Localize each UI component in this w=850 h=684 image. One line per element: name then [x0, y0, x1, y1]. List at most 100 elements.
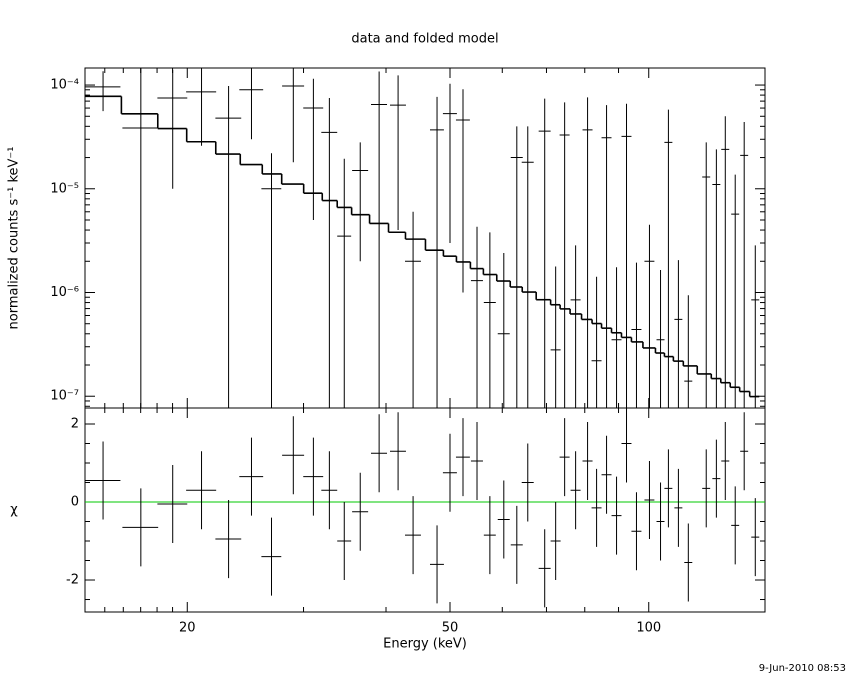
data-point	[390, 75, 406, 231]
y-tick-label: 10⁻⁵	[50, 181, 79, 196]
residual-point	[674, 468, 683, 547]
y-axis-label: normalized counts s⁻¹ keV⁻¹	[7, 147, 22, 330]
residual-point	[337, 502, 352, 581]
x-tick-label: 20	[179, 621, 196, 636]
data-point	[282, 68, 305, 163]
residual-point	[215, 500, 242, 579]
data-point	[122, 68, 159, 408]
data-point	[497, 253, 510, 408]
residual-point	[550, 502, 561, 581]
data-point	[303, 78, 324, 220]
y-tick-label: 10⁻⁴	[50, 78, 79, 93]
data-point	[591, 276, 602, 408]
data-point	[751, 245, 760, 408]
residual-point	[740, 412, 749, 491]
residual-point	[751, 498, 760, 577]
residual-point	[371, 414, 388, 493]
residual-point	[538, 529, 551, 608]
residual-point	[601, 435, 612, 514]
residual-point	[470, 422, 483, 501]
data-point	[538, 98, 551, 408]
residual-point	[510, 505, 523, 584]
data-point	[455, 89, 470, 293]
data-point	[352, 142, 369, 262]
x-tick-label: 100	[636, 621, 661, 636]
data-point	[429, 96, 444, 408]
data-point	[582, 97, 593, 408]
data-point	[510, 126, 523, 408]
data-point	[85, 71, 121, 112]
data-point	[550, 266, 561, 408]
residual-point	[591, 468, 602, 547]
data-point	[621, 103, 632, 408]
residual-point	[282, 416, 305, 495]
residual-point	[611, 476, 622, 555]
residual-point	[570, 451, 581, 530]
data-point	[601, 105, 612, 408]
data-point	[656, 269, 665, 408]
data-point	[186, 68, 217, 146]
data-point	[664, 109, 673, 408]
data-point	[740, 122, 749, 408]
data-point	[570, 245, 581, 408]
data-point	[702, 142, 711, 408]
x-axis-label: Energy (keV)	[383, 637, 467, 652]
data-point	[239, 68, 264, 140]
data-point	[631, 262, 642, 408]
data-point	[371, 71, 388, 408]
residual-point	[455, 418, 470, 497]
data-point	[611, 267, 622, 408]
residual-point	[712, 439, 721, 518]
residual-point	[656, 482, 665, 561]
residual-axis-label: χ	[10, 503, 18, 518]
y-tick-label: 0	[71, 495, 79, 510]
data-point	[674, 260, 683, 408]
residual-point	[644, 461, 655, 540]
residual-point	[321, 451, 338, 530]
data-point	[261, 153, 282, 408]
data-point	[731, 174, 740, 408]
residual-point	[497, 480, 510, 559]
data-point	[215, 85, 242, 408]
data-point	[521, 126, 534, 408]
data-point	[442, 83, 457, 244]
data-point	[483, 232, 496, 408]
residual-point	[85, 441, 121, 520]
upper-frame	[84, 67, 766, 409]
residual-point	[352, 472, 369, 551]
data-point	[712, 149, 721, 408]
data-point	[321, 98, 338, 408]
chart-title: data and folded model	[351, 32, 498, 47]
residual-point	[122, 488, 159, 567]
residual-point	[261, 517, 282, 596]
residual-point	[731, 486, 740, 565]
residual-point	[621, 408, 632, 483]
y-tick-label: 10⁻⁷	[50, 389, 79, 404]
residual-point	[702, 449, 711, 528]
residual-point	[721, 422, 730, 501]
residual-point	[429, 525, 444, 604]
data-point	[684, 295, 693, 408]
residual-point	[521, 443, 534, 522]
data-point	[157, 69, 188, 189]
y-tick-label: 10⁻⁶	[50, 285, 79, 300]
data-point	[470, 226, 483, 408]
residual-point	[157, 464, 188, 543]
timestamp: 9-Jun-2010 08:53	[759, 663, 846, 674]
upper-plot	[85, 68, 760, 408]
x-tick-label: 50	[442, 621, 459, 636]
data-point	[644, 224, 655, 408]
residual-point	[390, 412, 406, 491]
residual-point	[303, 437, 324, 516]
lower-plot	[85, 408, 765, 608]
residual-point	[405, 496, 421, 575]
residual-point	[186, 451, 217, 530]
residual-point	[664, 449, 673, 528]
residual-point	[483, 496, 496, 575]
residual-point	[239, 437, 264, 516]
y-tick-label: 2	[71, 416, 79, 431]
residual-point	[559, 418, 570, 497]
data-point	[337, 158, 352, 408]
y-tick-label: -2	[66, 573, 79, 588]
